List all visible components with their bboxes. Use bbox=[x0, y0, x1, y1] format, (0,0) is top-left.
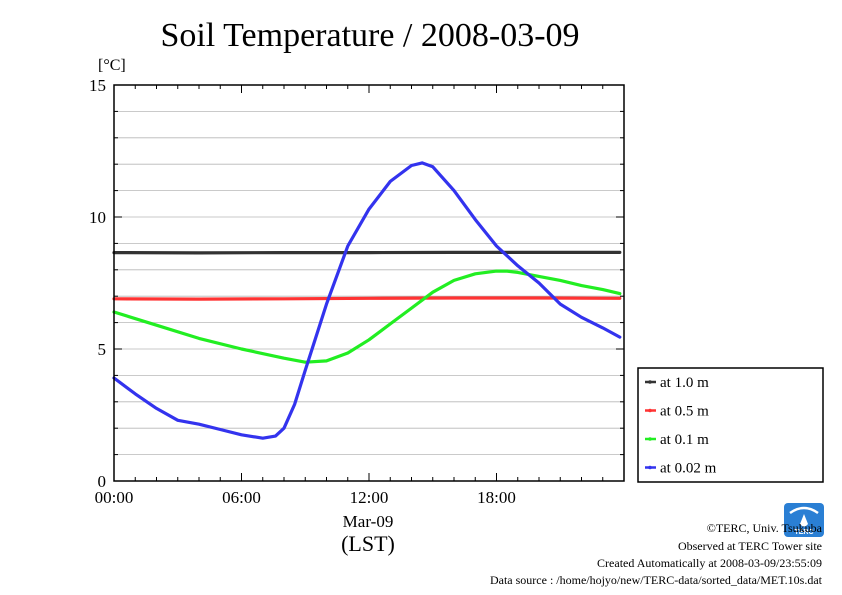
series-line-0 bbox=[112, 250, 622, 255]
series-lines bbox=[112, 161, 622, 440]
terc-logo-text: TERC bbox=[794, 529, 813, 536]
credit-observed: Observed at TERC Tower site bbox=[678, 539, 822, 553]
legend-marker bbox=[648, 380, 652, 384]
legend-box bbox=[637, 367, 824, 483]
series-line-2 bbox=[112, 269, 622, 364]
legend-label: at 0.1 m bbox=[660, 432, 709, 448]
credit-copyright: ©TERC, Univ. Tsukuba bbox=[707, 521, 823, 535]
x-tick-label: 12:00 bbox=[350, 488, 389, 507]
legend-label: at 1.0 m bbox=[660, 375, 709, 391]
y-tick-label: 0 bbox=[98, 472, 107, 491]
grid-lines bbox=[114, 111, 624, 456]
legend-marker bbox=[648, 408, 652, 413]
legend-label: at 0.5 m bbox=[660, 404, 709, 420]
x-tick-label: 00:00 bbox=[95, 488, 134, 507]
y-axis-unit: [°C] bbox=[98, 57, 126, 74]
x-tick-label: 18:00 bbox=[477, 488, 516, 507]
legend-label: at 0.02 m bbox=[660, 461, 717, 477]
date-label: Mar-09 bbox=[343, 512, 394, 531]
chart-title: Soil Temperature / 2008-03-09 bbox=[160, 17, 579, 54]
series-line-3 bbox=[112, 161, 622, 440]
y-tick-label: 10 bbox=[89, 208, 106, 227]
y-tick-label: 5 bbox=[98, 340, 107, 359]
legend: at 1.0 m at 0.5 m at 0.1 m at 0.02 m bbox=[637, 367, 824, 483]
credit-source: Data source : /home/hojyo/new/TERC-data/… bbox=[490, 573, 823, 587]
axis-ticks bbox=[113, 84, 625, 482]
x-tick-label: 06:00 bbox=[222, 488, 261, 507]
legend-marker bbox=[648, 437, 652, 441]
legend-marker bbox=[648, 465, 652, 470]
series-line-1 bbox=[112, 296, 622, 301]
credit-created: Created Automatically at 2008-03-09/23:5… bbox=[597, 556, 822, 570]
x-axis-label: (LST) bbox=[341, 531, 395, 556]
terc-logo: TERC bbox=[784, 503, 824, 537]
y-tick-label: 15 bbox=[89, 76, 106, 95]
tick-labels: 00:00 06:00 12:00 18:00 0 5 10 15 bbox=[89, 76, 516, 507]
